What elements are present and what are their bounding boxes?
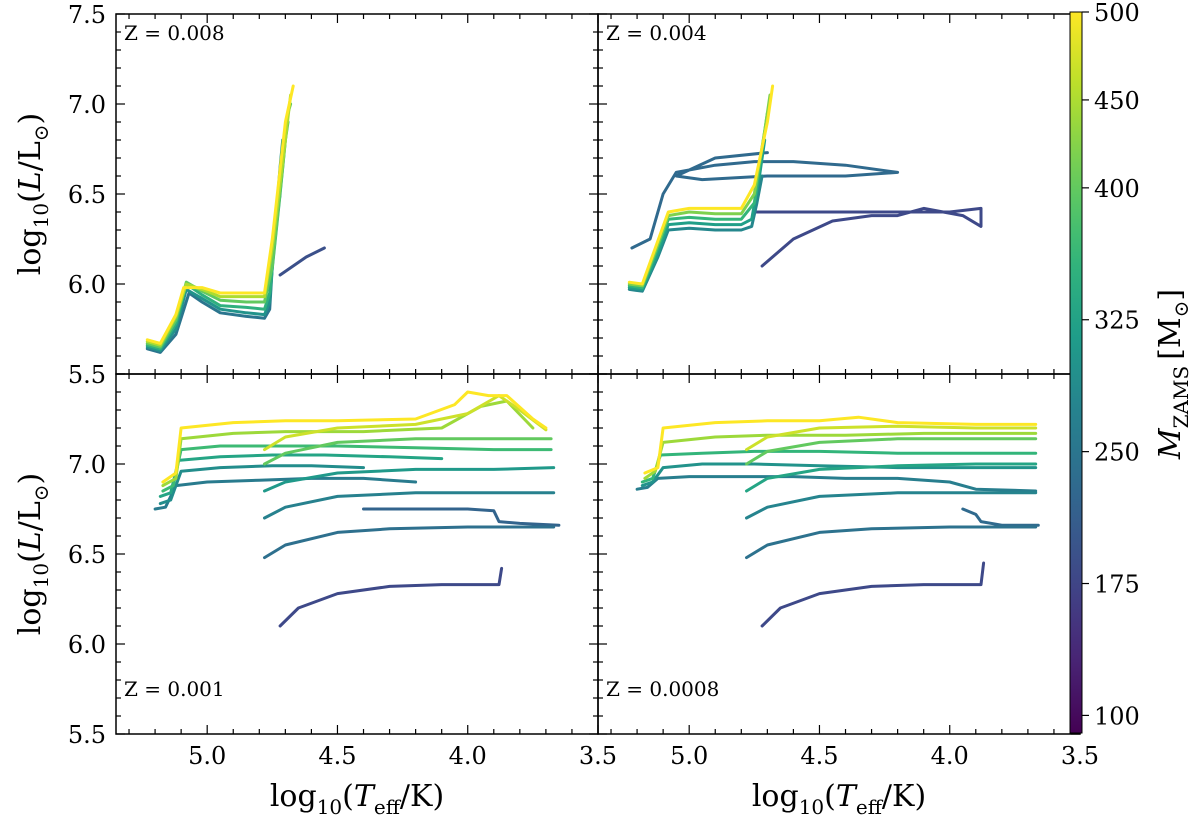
colorbar-label: MZAMS[M⊙] [1153, 289, 1193, 460]
evolution-track [158, 453, 444, 498]
evolution-track [263, 466, 556, 493]
evolution-track [362, 507, 561, 527]
evolution-track [745, 437, 1038, 466]
x-tick-label: 4.5 [800, 742, 838, 770]
evolution-track [278, 566, 504, 628]
metallicity-label: Z = 0.008 [124, 21, 225, 45]
evolution-track [263, 394, 548, 452]
panel-tracks [153, 390, 561, 628]
x-axis-label-right: log10(Teff/K) [752, 779, 926, 819]
evolution-track [161, 390, 548, 484]
panel-frame [597, 13, 1081, 375]
colorbar-tick-label: 100 [1094, 702, 1140, 730]
evolution-track [153, 476, 418, 511]
panel-z00008: Z = 0.0008 [597, 373, 1081, 735]
panel-frame [115, 13, 599, 375]
colorbar-tick-label: 400 [1094, 175, 1140, 203]
colorbar-gradient [1069, 11, 1083, 734]
evolution-track [760, 561, 986, 628]
colorbar-tick-label: 250 [1094, 439, 1140, 467]
metallicity-label: Z = 0.0008 [606, 677, 719, 701]
colorbar-tick-label: 175 [1094, 571, 1140, 599]
metallicity-label: Z = 0.001 [124, 677, 225, 701]
evolution-track [745, 424, 1038, 452]
evolution-track [278, 246, 326, 277]
y-tick-label: 6.5 [68, 181, 106, 209]
x-tick-label: 4.0 [449, 742, 487, 770]
y-tick-label: 6.0 [68, 631, 106, 659]
x-axis-label-left: log10(Teff/K) [270, 779, 444, 819]
evolution-track [961, 507, 1040, 527]
panel-z0004: Z = 0.004 [597, 13, 1081, 375]
x-tick-label: 5.0 [188, 742, 226, 770]
y-tick-label: 7.5 [68, 1, 106, 29]
panel-z0008: Z = 0.008 [115, 13, 599, 375]
panel-tracks [635, 415, 1040, 628]
colorbar-ticks: 100 175 250 325 400 450 500 [1082, 0, 1140, 730]
y-tick-label: 6.0 [68, 271, 106, 299]
panel-tracks [145, 84, 326, 354]
x-tick-label: 3.5 [1061, 742, 1099, 770]
x-tick-label: 3.5 [579, 742, 617, 770]
evolution-track [263, 437, 553, 466]
evolution-track [643, 415, 1038, 475]
y-tick-label: 5.5 [68, 361, 106, 389]
evolution-track [745, 462, 1038, 493]
y-tick-label: 6.5 [68, 541, 106, 569]
y-tick-label: 7.0 [68, 91, 106, 119]
x-tick-label: 4.5 [318, 742, 356, 770]
x-tick-label: 5.0 [670, 742, 708, 770]
colorbar-tick-label: 325 [1094, 307, 1140, 335]
x-tick-label: 4.0 [931, 742, 969, 770]
y-axis-label-top: log10(L/L⊙) [13, 113, 53, 275]
evolution-track [752, 206, 983, 268]
y-tick-label: 7.0 [68, 451, 106, 479]
evolution-track [158, 464, 365, 506]
y-tick-label: 5.5 [68, 721, 106, 749]
evolution-track [745, 491, 1038, 520]
evolution-track [263, 491, 556, 520]
axis-tick-labels: 5.5 6.0 6.5 7.0 7.5 5.0 4.5 4.0 3.5 5.5 6.0 6.5 7.0 5… [68, 1, 1099, 770]
metallicity-label: Z = 0.004 [606, 21, 707, 45]
colorbar-tick-label: 500 [1094, 0, 1140, 27]
evolution-track [635, 475, 1038, 493]
panel-tracks [627, 84, 983, 293]
evolution-track [627, 84, 775, 286]
evolution-track [145, 84, 295, 345]
evolution-track [263, 525, 556, 560]
evolution-track [630, 151, 900, 250]
y-axis-label-bottom: log10(L/L⊙) [13, 473, 53, 635]
panel-z0001: Z = 0.001 [115, 373, 599, 735]
colorbar-tick-label: 450 [1094, 87, 1140, 115]
evolution-track [745, 525, 1038, 560]
colorbar: 100 175 250 325 400 450 500 MZAMS[M⊙] [1069, 0, 1193, 734]
evolution-track [640, 462, 1038, 488]
